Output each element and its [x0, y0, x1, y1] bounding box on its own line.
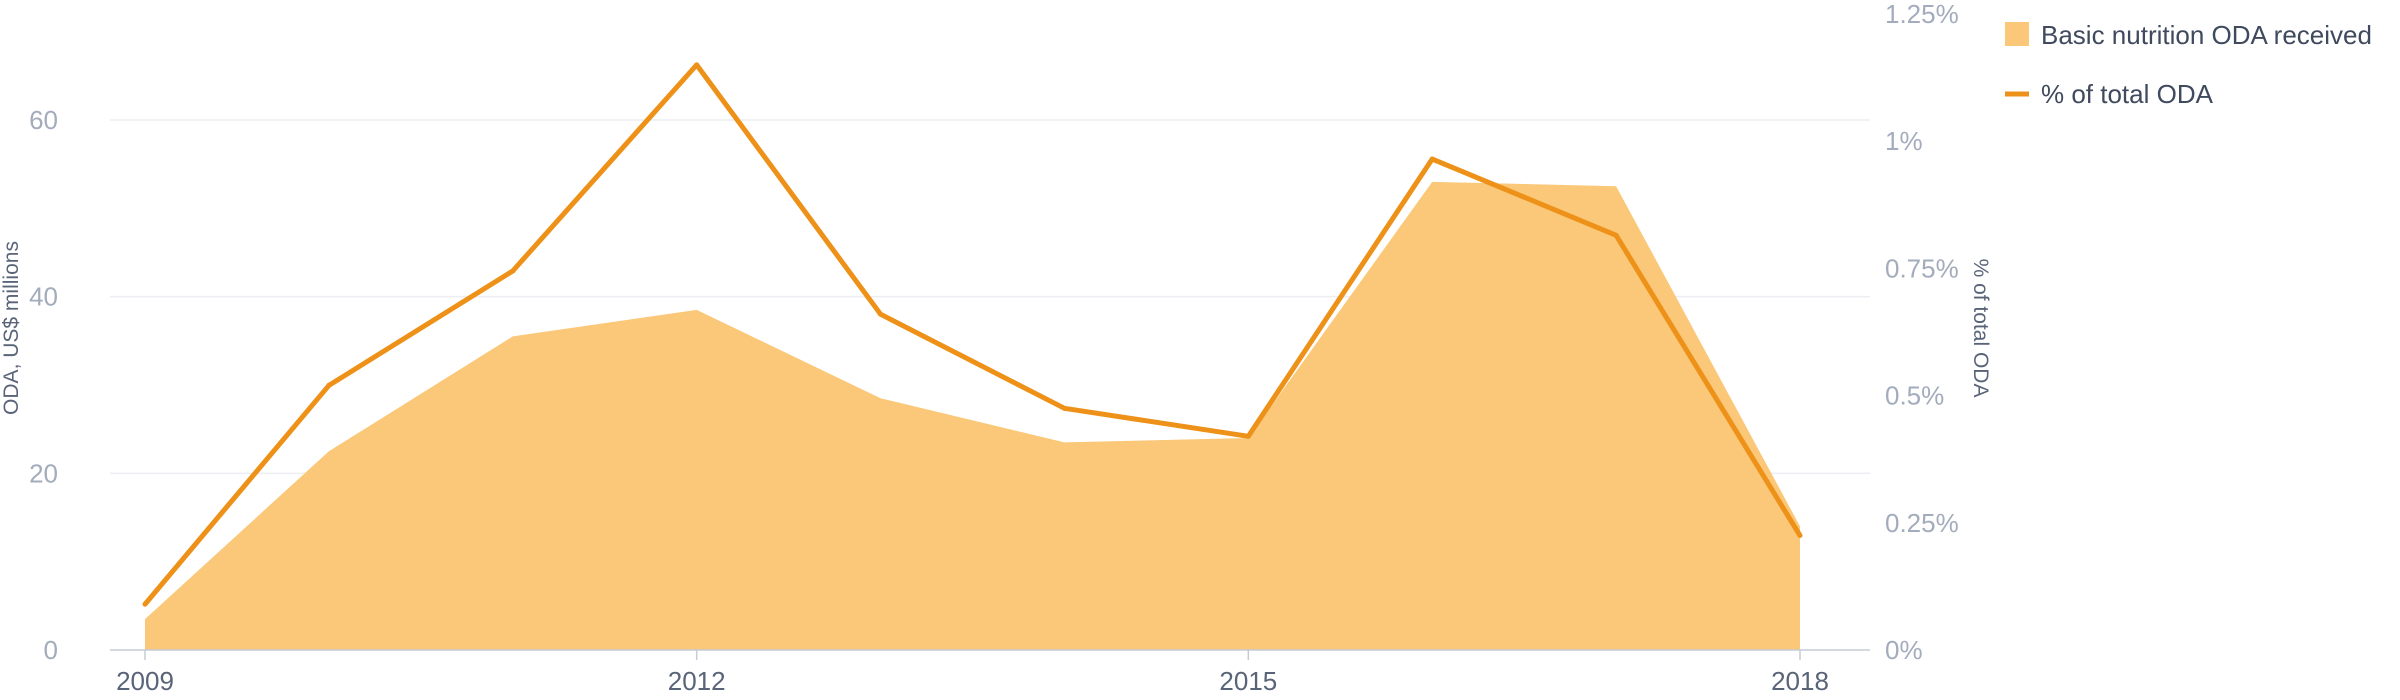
x-tick-label: 2015 [1219, 666, 1277, 696]
legend-label-area: Basic nutrition ODA received [2041, 20, 2372, 50]
x-axis-ticks: 2009 2012 2015 2018 [116, 650, 1829, 696]
line-point [1613, 232, 1619, 238]
line-point [1061, 405, 1067, 411]
left-tick-label: 40 [29, 282, 58, 312]
legend: Basic nutrition ODA received % of total … [2005, 20, 2372, 109]
right-tick-label: 0.5% [1885, 381, 1944, 411]
x-tick-label: 2018 [1771, 666, 1829, 696]
legend-item-area[interactable]: Basic nutrition ODA received [2005, 20, 2372, 50]
line-percent-total-oda [143, 62, 1803, 606]
legend-item-line[interactable]: % of total ODA [2005, 79, 2214, 109]
line-point [510, 268, 516, 274]
legend-label-line: % of total ODA [2041, 79, 2214, 109]
right-axis-title: % of total ODA [1969, 259, 1992, 398]
right-axis-ticks: 0% 0.25% 0.5% 0.75% 1% 1.25% [1885, 0, 1959, 665]
legend-swatch-area [2005, 22, 2029, 46]
x-tick-label: 2009 [116, 666, 174, 696]
line-point [1245, 433, 1251, 439]
x-tick-label: 2012 [668, 666, 726, 696]
left-tick-label: 20 [29, 458, 58, 488]
line-point [326, 382, 332, 388]
area-basic-nutrition-oda [145, 181, 1800, 651]
line-point [1429, 156, 1435, 162]
area-series [145, 181, 1800, 651]
line-point [142, 601, 148, 607]
right-tick-label: 0% [1885, 635, 1923, 665]
line-point [878, 311, 884, 317]
line-series [142, 62, 1803, 607]
line-point [1797, 533, 1803, 539]
left-axis-ticks: 0 20 40 60 [29, 105, 58, 665]
right-tick-label: 0.75% [1885, 253, 1959, 283]
right-tick-label: 1% [1885, 126, 1923, 156]
right-tick-label: 1.25% [1885, 0, 1959, 29]
left-axis-title: ODA, US$ millions [0, 241, 23, 415]
line-point [694, 62, 700, 68]
left-tick-label: 60 [29, 105, 58, 135]
left-tick-label: 0 [44, 635, 58, 665]
right-tick-label: 0.25% [1885, 508, 1959, 538]
